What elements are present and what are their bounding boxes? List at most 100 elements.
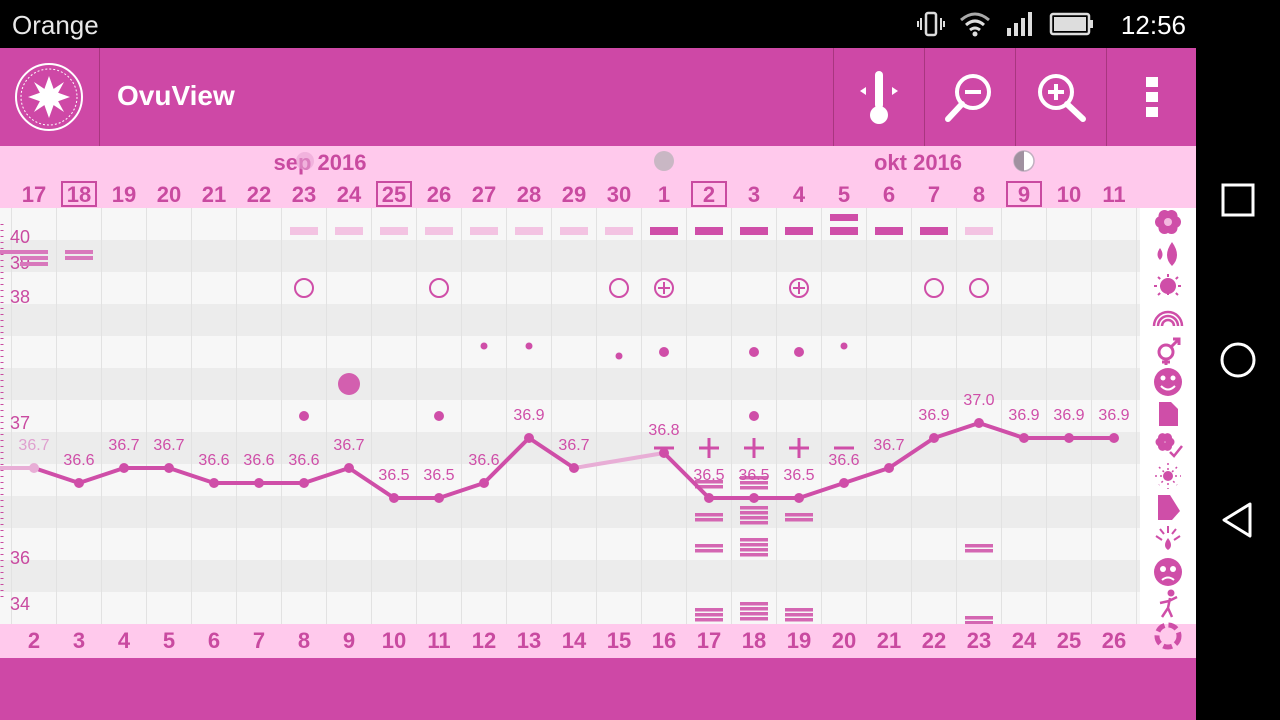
temp-point[interactable] xyxy=(749,493,759,503)
overflow-menu-button[interactable] xyxy=(1106,48,1196,146)
date-label[interactable]: 23 xyxy=(292,182,316,207)
temp-value-label: 36.6 xyxy=(243,452,274,469)
temp-point[interactable] xyxy=(524,433,534,443)
temp-value-label: 36.5 xyxy=(783,467,814,484)
cervix-dot xyxy=(525,342,533,350)
temp-value-label: 36.6 xyxy=(288,452,319,469)
temp-point[interactable] xyxy=(209,478,219,488)
temp-point[interactable] xyxy=(164,463,174,473)
intercourse-marker xyxy=(924,278,944,298)
temp-point[interactable] xyxy=(1109,433,1119,443)
back-icon[interactable] xyxy=(1218,500,1258,540)
cervix-dot xyxy=(840,342,848,350)
date-label[interactable]: 22 xyxy=(247,182,271,207)
date-label[interactable]: 8 xyxy=(973,182,985,207)
temp-point[interactable] xyxy=(1019,433,1029,443)
home-icon[interactable] xyxy=(1218,340,1258,380)
date-label[interactable]: 25 xyxy=(382,182,406,207)
cycle-day-label: 17 xyxy=(697,628,721,653)
date-label[interactable]: 7 xyxy=(928,182,940,207)
flower-icon[interactable] xyxy=(1155,209,1181,235)
gender-icon[interactable] xyxy=(1157,337,1181,365)
date-label[interactable]: 24 xyxy=(337,182,362,207)
symptom-bar xyxy=(740,602,768,606)
date-label[interactable]: 10 xyxy=(1057,182,1081,207)
recent-apps-icon[interactable] xyxy=(1218,180,1258,220)
today-box xyxy=(376,181,412,207)
temp-value-label: 36.8 xyxy=(648,422,679,439)
date-label[interactable]: 21 xyxy=(202,182,226,207)
temp-point[interactable] xyxy=(74,478,84,488)
date-label[interactable]: 2 xyxy=(703,182,715,207)
flower-check-icon[interactable] xyxy=(1155,433,1183,458)
cervix-dot xyxy=(794,347,804,357)
document-icon[interactable] xyxy=(1159,402,1178,426)
symptom-bar xyxy=(695,513,723,517)
date-label[interactable]: 18 xyxy=(67,182,91,207)
temp-point[interactable] xyxy=(29,463,39,473)
stripe xyxy=(0,560,1140,592)
bottom-bar xyxy=(0,658,1196,720)
date-label[interactable]: 11 xyxy=(1102,182,1125,207)
drops-icon[interactable] xyxy=(1155,526,1181,550)
temp-point[interactable] xyxy=(389,493,399,503)
temp-point[interactable] xyxy=(479,478,489,488)
blood-drop-icon[interactable] xyxy=(1157,242,1178,266)
date-label[interactable]: 28 xyxy=(517,182,541,207)
temp-point[interactable] xyxy=(119,463,129,473)
temp-point[interactable] xyxy=(254,478,264,488)
date-label[interactable]: 6 xyxy=(883,182,895,207)
cycle-icon[interactable] xyxy=(1154,622,1182,650)
angry-face-icon[interactable] xyxy=(1154,558,1182,586)
temp-point[interactable] xyxy=(659,448,669,458)
date-label[interactable]: 9 xyxy=(1018,182,1030,207)
temp-point[interactable] xyxy=(839,478,849,488)
flow-marker xyxy=(605,227,633,235)
date-label[interactable]: 1 xyxy=(658,182,670,207)
spiral-icon[interactable] xyxy=(1152,310,1184,327)
zoom-in-button[interactable] xyxy=(1015,48,1105,146)
temp-point[interactable] xyxy=(1064,433,1074,443)
date-label[interactable]: 17 xyxy=(22,182,46,207)
temp-point[interactable] xyxy=(434,493,444,503)
cycle-day-label: 4 xyxy=(118,628,131,653)
date-label[interactable]: 20 xyxy=(157,182,181,207)
splash-icon[interactable] xyxy=(1154,274,1182,298)
temp-point[interactable] xyxy=(299,478,309,488)
zoom-out-button[interactable] xyxy=(924,48,1014,146)
date-label[interactable]: 19 xyxy=(112,182,136,207)
date-label[interactable]: 29 xyxy=(562,182,586,207)
symptom-bar xyxy=(695,618,723,622)
date-label[interactable]: 5 xyxy=(838,182,850,207)
date-label[interactable]: 4 xyxy=(793,182,806,207)
logo-divider xyxy=(99,48,100,146)
vibrate-icon xyxy=(917,11,945,37)
cervix-dot xyxy=(480,342,488,350)
pad-icon[interactable] xyxy=(1158,495,1180,520)
app-title: OvuView xyxy=(117,80,235,111)
thermometer-button[interactable] xyxy=(833,48,923,146)
temp-point[interactable] xyxy=(704,493,714,503)
temp-point[interactable] xyxy=(929,433,939,443)
smiley-icon[interactable] xyxy=(1154,368,1182,396)
person-icon[interactable] xyxy=(1159,589,1178,618)
temp-line-segment xyxy=(797,481,846,500)
temp-axis-label: 38 xyxy=(10,287,30,307)
date-label[interactable]: 27 xyxy=(472,182,496,207)
stripe xyxy=(0,304,1140,336)
date-label[interactable]: 26 xyxy=(427,182,451,207)
app-logo-icon[interactable] xyxy=(14,62,84,132)
temp-point[interactable] xyxy=(974,418,984,428)
date-label[interactable]: 30 xyxy=(607,182,631,207)
date-label[interactable]: 3 xyxy=(748,182,760,207)
temp-value-label: 36.7 xyxy=(18,437,49,454)
cycle-day-label: 13 xyxy=(517,628,541,653)
note-dot xyxy=(299,411,309,421)
temp-point[interactable] xyxy=(794,493,804,503)
temp-line-segment xyxy=(347,466,396,500)
temp-point[interactable] xyxy=(569,463,579,473)
sun-icon[interactable] xyxy=(1155,463,1181,489)
temp-point[interactable] xyxy=(884,463,894,473)
temp-point[interactable] xyxy=(344,463,354,473)
